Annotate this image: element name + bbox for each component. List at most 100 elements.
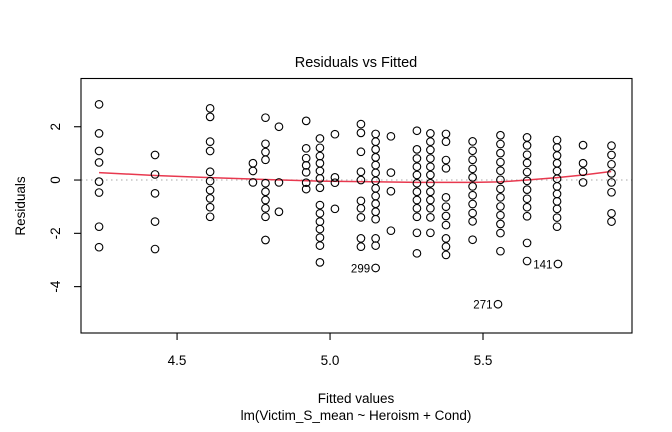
chart-title: Residuals vs Fitted — [295, 55, 418, 71]
data-point — [578, 158, 588, 168]
outlier-point — [493, 299, 503, 309]
data-point — [274, 122, 284, 132]
data-point — [468, 235, 477, 245]
data-point — [205, 103, 215, 113]
data-point — [522, 211, 532, 221]
outlier-label: 299 — [351, 263, 370, 275]
data-point — [315, 183, 325, 193]
model-formula-label: lm(Victim_S_mean ~ Heroism + Cond) — [241, 408, 472, 423]
x-axis-label: Fitted values — [318, 391, 395, 406]
data-point — [412, 154, 422, 163]
data-point — [426, 195, 435, 205]
data-point — [94, 146, 104, 156]
data-point — [315, 143, 325, 153]
data-point — [330, 173, 340, 182]
data-point — [441, 163, 451, 173]
data-point — [496, 202, 505, 211]
data-point — [441, 220, 451, 230]
data-point — [301, 116, 311, 126]
data-point — [248, 166, 258, 176]
data-point — [150, 170, 160, 179]
data-point — [274, 207, 284, 217]
data-point — [412, 178, 422, 188]
y-tick-label: -4 — [48, 280, 63, 292]
data-point — [552, 166, 562, 176]
data-point — [315, 217, 325, 226]
x-tick-label: 5.0 — [321, 353, 340, 368]
data-point — [150, 244, 160, 254]
data-point — [371, 145, 380, 154]
data-point — [356, 128, 366, 138]
y-axis-label: Residuals — [13, 176, 28, 236]
data-point — [371, 241, 380, 250]
data-point — [468, 146, 477, 156]
y-tick-label: 2 — [48, 123, 63, 131]
data-point — [496, 228, 505, 238]
x-tick-label: 5.5 — [474, 353, 493, 368]
data-point — [426, 162, 435, 172]
data-point — [496, 139, 505, 149]
data-point — [94, 242, 104, 252]
data-point — [412, 228, 422, 238]
outlier-point — [371, 263, 380, 273]
data-point — [205, 202, 215, 212]
data-point — [552, 143, 562, 152]
data-point — [522, 194, 532, 204]
x-tick-label: 4.5 — [168, 353, 187, 368]
data-point — [441, 137, 451, 147]
data-point — [426, 178, 435, 188]
data-point — [412, 126, 422, 136]
data-point — [522, 167, 532, 177]
data-point — [371, 160, 380, 170]
data-point — [522, 238, 532, 248]
data-point — [468, 164, 477, 174]
data-point — [94, 188, 104, 197]
data-point — [356, 175, 366, 185]
data-point — [386, 186, 396, 196]
data-point — [386, 168, 396, 177]
data-point — [205, 185, 215, 195]
data-point — [386, 226, 396, 236]
data-point — [371, 176, 380, 186]
data-point — [496, 148, 505, 158]
data-point — [315, 174, 325, 183]
data-point — [468, 190, 477, 200]
data-point — [468, 182, 477, 191]
data-point — [371, 153, 380, 162]
data-point — [330, 129, 340, 139]
data-point — [441, 242, 451, 252]
data-point — [552, 213, 562, 222]
data-point — [94, 222, 104, 232]
data-point — [371, 214, 380, 224]
data-point — [356, 119, 366, 129]
data-point — [315, 151, 325, 161]
data-point — [371, 168, 380, 178]
data-point — [607, 178, 616, 187]
data-point — [261, 203, 270, 213]
data-point — [356, 167, 366, 177]
data-point — [412, 212, 422, 222]
data-point — [371, 191, 380, 201]
data-point — [315, 134, 325, 143]
data-point — [607, 169, 616, 178]
data-point — [522, 176, 532, 186]
data-point — [315, 158, 325, 168]
data-point — [356, 212, 366, 222]
data-point — [552, 204, 562, 214]
data-point — [426, 154, 435, 163]
data-point — [552, 197, 562, 206]
data-point — [356, 196, 366, 206]
data-point — [426, 129, 435, 138]
data-point — [552, 222, 562, 232]
data-point — [371, 129, 380, 139]
data-point — [371, 207, 380, 217]
data-point — [371, 234, 380, 243]
data-point — [205, 212, 215, 222]
data-point — [301, 184, 311, 194]
data-point — [261, 195, 270, 205]
outlier-label: 141 — [533, 259, 552, 271]
data-point — [94, 177, 104, 186]
data-point — [468, 216, 477, 226]
data-point — [522, 256, 532, 266]
data-point — [301, 167, 311, 177]
